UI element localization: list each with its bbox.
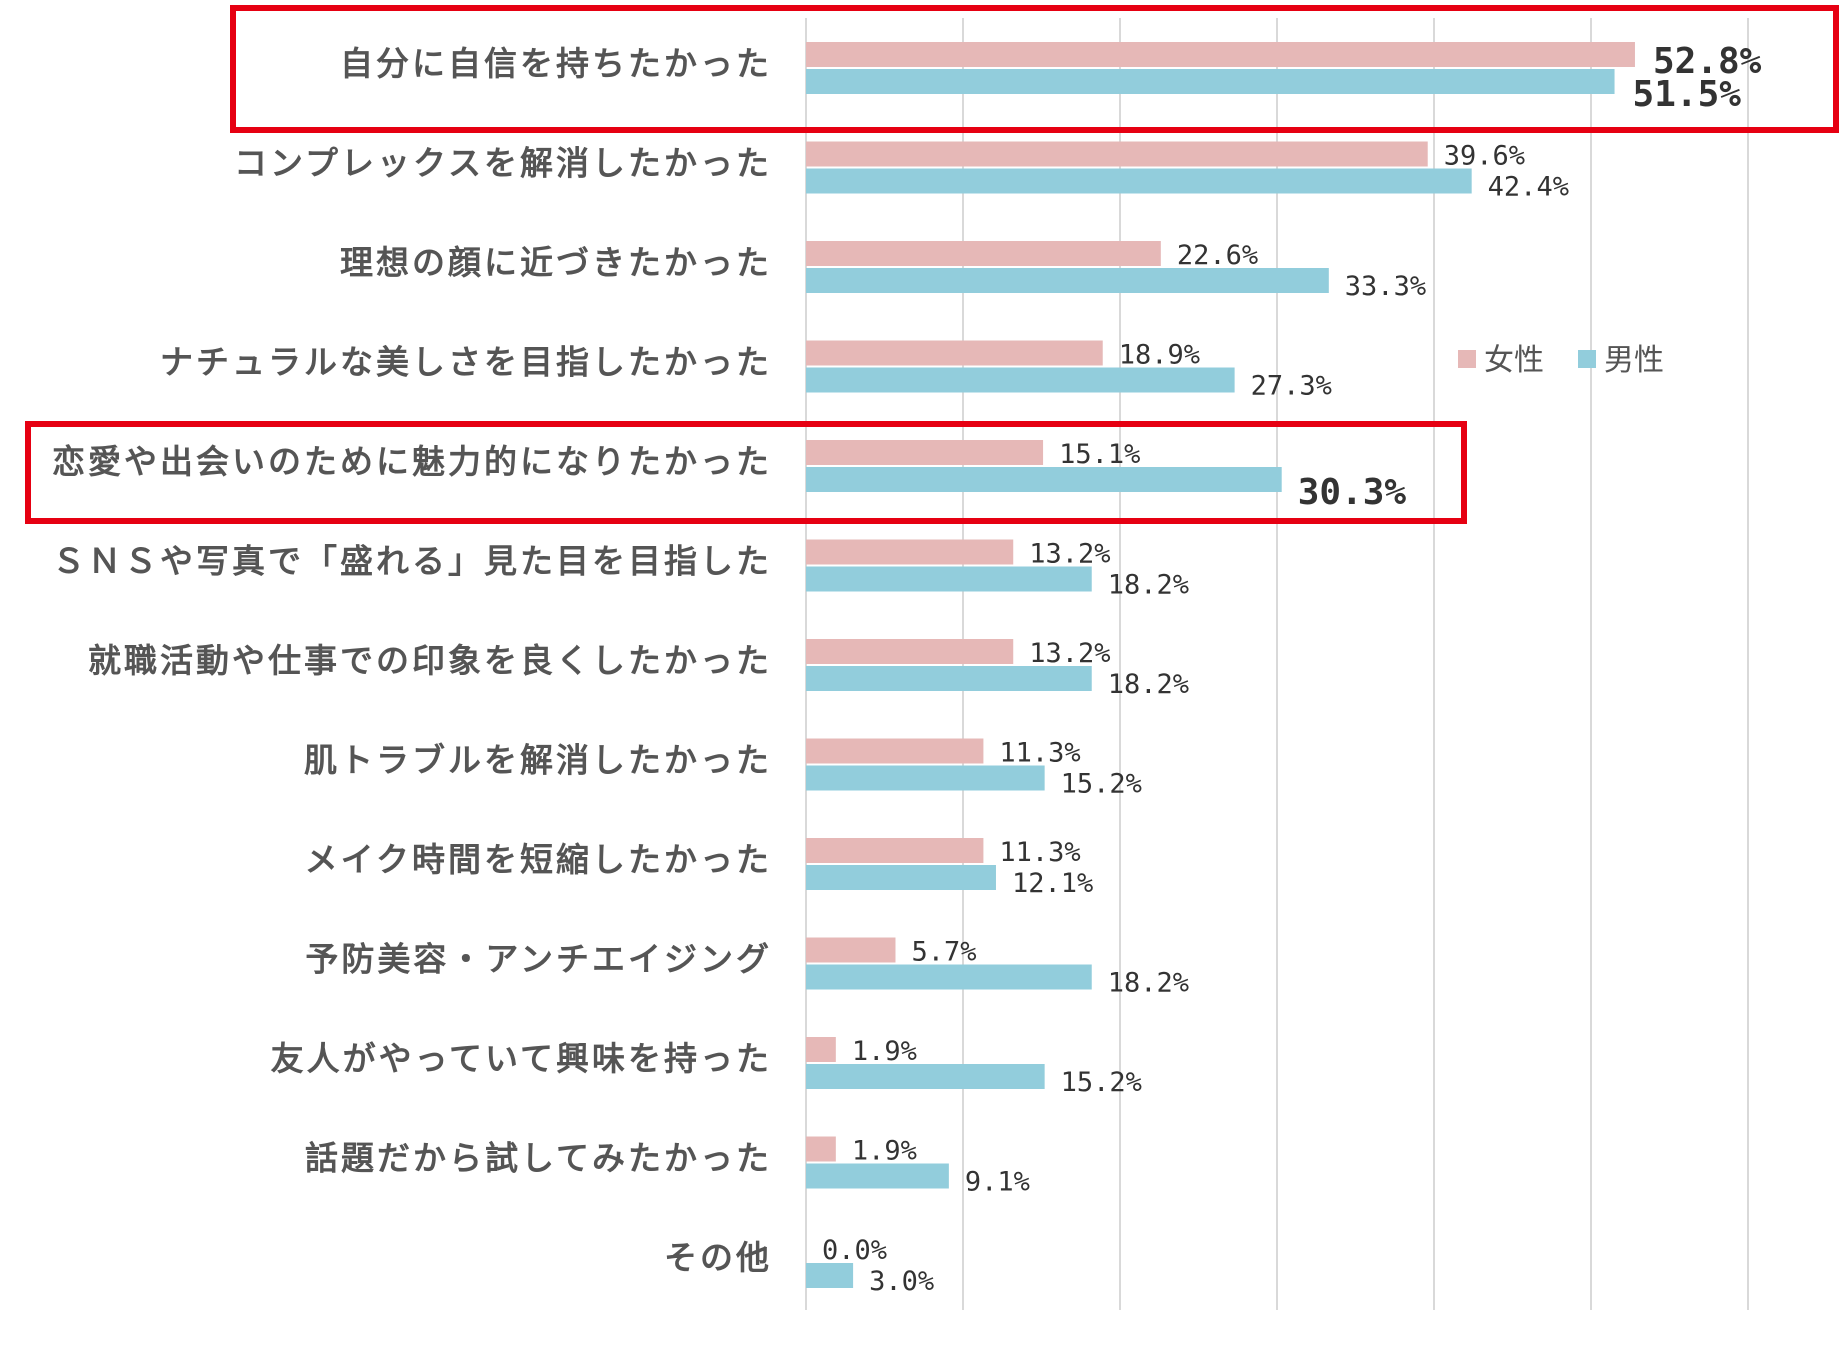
bar-male bbox=[806, 666, 1092, 691]
labels: 自分に自信を持ちたかった 52.8%51.5% コンプレックスを解消したかった 39.… bbox=[52, 41, 1762, 1297]
category-label: 就職活動や仕事での印象を良くしたかった bbox=[88, 641, 772, 680]
category-label: コンプレックスを解消したかった bbox=[234, 144, 772, 183]
bar-female bbox=[806, 340, 1103, 366]
highlight-box-1 bbox=[25, 421, 1467, 524]
bar-male bbox=[806, 765, 1045, 791]
bar-male bbox=[806, 964, 1092, 990]
data-label-female: 39.6% bbox=[1444, 141, 1525, 172]
data-label-female: 11.3% bbox=[999, 837, 1080, 868]
bar-female bbox=[806, 241, 1161, 266]
bar-female bbox=[806, 539, 1014, 565]
data-label-male: 51.5% bbox=[1633, 74, 1742, 115]
bar-female bbox=[806, 1037, 836, 1062]
data-label-male: 12.1% bbox=[1012, 868, 1093, 899]
data-label-female: 13.2% bbox=[1029, 539, 1110, 570]
data-label-male: 15.2% bbox=[1061, 1067, 1142, 1098]
data-label-female: 18.9% bbox=[1119, 340, 1200, 371]
legend-label-female: 女性 bbox=[1484, 343, 1544, 378]
data-label-male: 3.0% bbox=[869, 1266, 934, 1297]
data-label-male: 18.2% bbox=[1108, 968, 1189, 999]
legend: 女性 男性 bbox=[1458, 343, 1664, 378]
data-label-female: 52.8% bbox=[1653, 41, 1762, 82]
bar-female bbox=[806, 141, 1428, 167]
bar-female bbox=[806, 1136, 836, 1162]
data-label-female: 1.9% bbox=[852, 1136, 917, 1167]
data-label-female: 13.2% bbox=[1029, 638, 1110, 669]
data-label-female: 11.3% bbox=[999, 738, 1080, 769]
bar-male bbox=[806, 865, 996, 890]
category-label: 肌トラブルを解消したかった bbox=[304, 741, 772, 780]
data-label-male: 18.2% bbox=[1108, 669, 1189, 700]
category-label: ＳＮＳや写真で「盛れる」見た目を目指した bbox=[52, 542, 772, 581]
category-label: ナチュラルな美しさを目指したかった bbox=[160, 343, 772, 382]
data-label-male: 27.3% bbox=[1251, 371, 1332, 402]
category-label: 友人がやっていて興味を持った bbox=[271, 1039, 772, 1078]
bar-male bbox=[806, 566, 1092, 592]
bar-male bbox=[806, 168, 1472, 194]
data-label-male: 9.1% bbox=[965, 1167, 1030, 1198]
bar-male bbox=[806, 1163, 949, 1189]
category-label: メイク時間を短縮したかった bbox=[305, 840, 772, 879]
bar-female bbox=[806, 639, 1014, 664]
bar-female bbox=[806, 838, 984, 863]
data-label-female: 22.6% bbox=[1177, 240, 1258, 271]
data-label-male: 18.2% bbox=[1108, 570, 1189, 601]
data-label-female: 1.9% bbox=[852, 1036, 917, 1067]
bar-female bbox=[806, 440, 1044, 465]
data-label-male: 15.2% bbox=[1061, 769, 1142, 800]
bar-male bbox=[806, 1263, 854, 1288]
data-label-female: 5.7% bbox=[911, 937, 976, 968]
gridlines bbox=[805, 18, 1749, 1310]
data-label-male: 30.3% bbox=[1298, 472, 1407, 513]
bar-female bbox=[806, 937, 896, 963]
data-label-female: 0.0% bbox=[822, 1235, 887, 1266]
bar-male bbox=[806, 69, 1615, 94]
bar-male bbox=[806, 268, 1329, 293]
highlight-box-0 bbox=[230, 5, 1839, 133]
legend-swatch-male bbox=[1578, 350, 1596, 368]
legend-label-male: 男性 bbox=[1604, 343, 1664, 378]
category-label: 理想の顔に近づきたかった bbox=[340, 243, 772, 282]
highlight-boxes bbox=[25, 5, 1839, 524]
category-label: 予防美容・アンチエイジング bbox=[305, 940, 772, 979]
bar-female bbox=[806, 42, 1635, 67]
data-label-male: 42.4% bbox=[1488, 172, 1569, 203]
category-label: 自分に自信を持ちたかった bbox=[340, 44, 772, 83]
category-label: 話題だから試してみたかった bbox=[305, 1139, 772, 1178]
category-label: その他 bbox=[664, 1238, 772, 1277]
data-label-male: 33.3% bbox=[1345, 271, 1426, 302]
data-label-female: 15.1% bbox=[1059, 439, 1140, 470]
legend-swatch-female bbox=[1458, 350, 1476, 368]
bars bbox=[806, 42, 1635, 1288]
bar-female bbox=[806, 738, 984, 764]
bar-male bbox=[806, 367, 1235, 393]
bar-male bbox=[806, 1064, 1045, 1089]
category-label: 恋愛や出会いのために魅力的になりたかった bbox=[52, 442, 772, 481]
bar-male bbox=[806, 467, 1282, 492]
